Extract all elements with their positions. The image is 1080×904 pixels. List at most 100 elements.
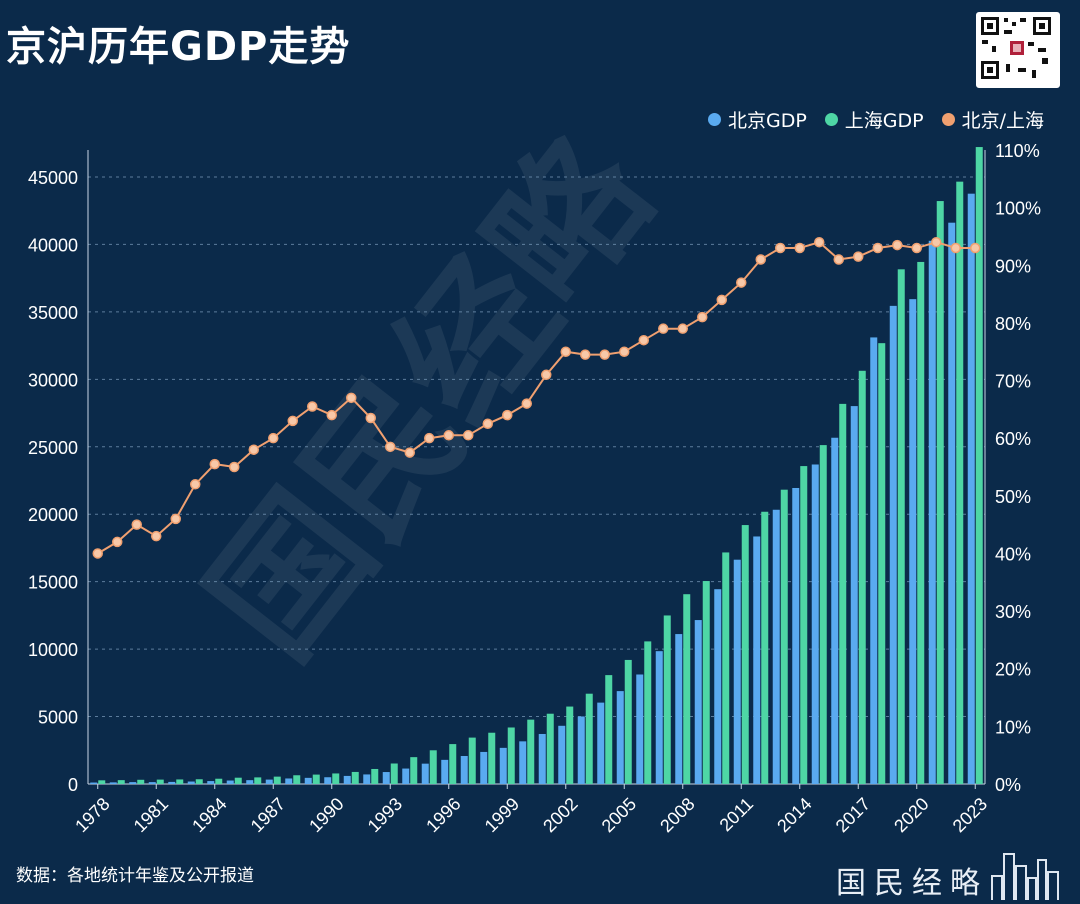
legend-item-beijing: 北京GDP	[707, 106, 807, 133]
bar-shanghai-gdp	[449, 744, 457, 784]
ratio-point	[404, 447, 415, 458]
ratio-point	[385, 441, 396, 453]
bar-beijing-gdp	[616, 691, 624, 784]
bar-shanghai-gdp	[468, 737, 476, 784]
x-tick-label: 1996	[422, 794, 464, 836]
bar-shanghai-gdp	[312, 774, 320, 784]
bar-shanghai-gdp	[293, 775, 301, 784]
bar-shanghai-gdp	[98, 780, 106, 784]
ratio-point	[794, 242, 805, 254]
bar-beijing-gdp	[655, 651, 663, 784]
legend-marker-ratio	[941, 113, 955, 126]
x-tick-label: 1978	[71, 794, 113, 836]
ratio-point	[190, 479, 201, 490]
bar-shanghai-gdp	[624, 659, 632, 784]
legend-item-ratio: 北京/上海	[941, 106, 1044, 133]
bar-shanghai-gdp	[254, 777, 262, 784]
bar-beijing-gdp	[772, 509, 780, 784]
bar-beijing-gdp	[363, 774, 371, 784]
y-left-tick-label: 30000	[28, 370, 78, 390]
ratio-point	[638, 334, 649, 346]
bar-beijing-gdp	[889, 305, 897, 784]
ratio-point	[736, 277, 747, 288]
bar-beijing-gdp	[831, 437, 839, 784]
bar-beijing-gdp	[753, 536, 761, 784]
bar-beijing-gdp	[382, 772, 390, 784]
bar-shanghai-gdp	[507, 727, 515, 784]
data-source-note: 数据：各地统计年鉴及公开报道	[16, 866, 254, 886]
bar-beijing-gdp	[792, 487, 800, 784]
qr-code	[976, 12, 1060, 88]
y-right-tick-label: 0%	[995, 775, 1021, 795]
bar-beijing-gdp	[967, 193, 975, 785]
bar-shanghai-gdp	[332, 773, 340, 784]
y-left-tick-label: 15000	[28, 573, 78, 593]
bar-shanghai-gdp	[741, 525, 749, 784]
bar-shanghai-gdp	[702, 581, 710, 784]
bar-beijing-gdp	[129, 782, 137, 784]
x-tick-label: 1993	[364, 794, 406, 836]
bar-shanghai-gdp	[351, 771, 359, 784]
bar-beijing-gdp	[714, 589, 722, 784]
bar-shanghai-gdp	[936, 201, 944, 784]
ratio-point	[424, 432, 435, 444]
brand-logo-text: 国民经略	[836, 866, 988, 901]
ratio-point	[482, 418, 493, 430]
ratio-point	[463, 430, 474, 441]
y-right-tick-label: 90%	[995, 256, 1031, 276]
bar-shanghai-gdp	[605, 675, 613, 784]
bar-shanghai-gdp	[761, 511, 769, 784]
y-right-tick-label: 50%	[995, 487, 1031, 507]
ratio-point	[970, 242, 981, 254]
bar-beijing-gdp	[460, 755, 468, 784]
bar-beijing-gdp	[499, 747, 507, 784]
bar-beijing-gdp	[90, 782, 98, 784]
bar-shanghai-gdp	[176, 779, 184, 784]
ratio-point	[346, 392, 357, 404]
x-tick-label: 2011	[716, 794, 758, 836]
skyline-logo-icon	[991, 853, 1059, 900]
y-right-tick-label: 70%	[995, 372, 1031, 392]
ratio-point	[755, 254, 766, 265]
bar-beijing-gdp	[675, 634, 683, 784]
bar-beijing-gdp	[948, 222, 956, 785]
y-left-tick-label: 35000	[28, 303, 78, 323]
ratio-point	[502, 409, 513, 421]
page-title: 京沪历年GDP走势	[6, 24, 351, 70]
bar-beijing-gdp	[928, 240, 936, 785]
y-right-tick-label: 20%	[995, 660, 1031, 680]
bar-shanghai-gdp	[195, 779, 203, 784]
bar-beijing-gdp	[441, 759, 449, 784]
bar-beijing-gdp	[226, 780, 234, 784]
bar-beijing-gdp	[733, 559, 741, 784]
bar-shanghai-gdp	[722, 552, 730, 784]
y-right-tick-label: 110%	[995, 141, 1040, 161]
bar-shanghai-gdp	[390, 763, 398, 784]
y-right-tick-label: 10%	[995, 717, 1031, 737]
ratio-point	[931, 236, 942, 248]
ratio-point	[853, 251, 864, 262]
x-tick-label: 2005	[598, 794, 640, 836]
bar-beijing-gdp	[577, 716, 585, 784]
ratio-point	[697, 311, 708, 323]
ratio-point	[716, 294, 727, 306]
bar-shanghai-gdp	[410, 757, 418, 784]
ratio-point	[229, 461, 240, 473]
bar-beijing-gdp	[850, 406, 858, 784]
ratio-point	[541, 369, 552, 381]
ratio-point	[619, 346, 630, 357]
ratio-point	[833, 254, 844, 265]
bar-shanghai-gdp	[273, 776, 281, 784]
ratio-point	[307, 401, 318, 412]
bar-beijing-gdp	[909, 299, 917, 784]
y-left-tick-label: 20000	[28, 505, 78, 525]
ratio-point	[170, 513, 181, 525]
bar-beijing-gdp	[168, 781, 176, 784]
bar-shanghai-gdp	[371, 768, 379, 784]
bar-shanghai-gdp	[819, 445, 827, 784]
x-tick-label: 1990	[305, 794, 347, 836]
bar-shanghai-gdp	[546, 713, 554, 784]
bar-beijing-gdp	[285, 778, 293, 784]
bar-beijing-gdp	[694, 620, 702, 784]
ratio-point	[560, 346, 571, 357]
